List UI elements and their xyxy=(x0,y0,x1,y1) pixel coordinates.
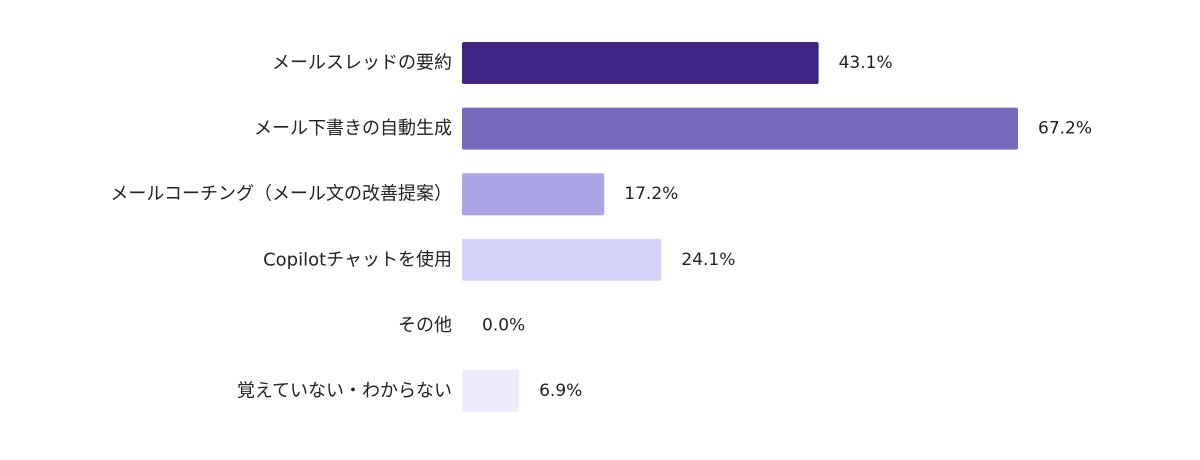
bar xyxy=(462,107,1018,150)
value-label: 43.1% xyxy=(839,53,893,73)
bar xyxy=(462,42,819,84)
bars-layer xyxy=(462,42,1018,412)
value-label: 17.2% xyxy=(624,184,678,204)
value-label: 67.2% xyxy=(1038,119,1092,139)
value-label: 24.1% xyxy=(681,250,735,270)
bar xyxy=(462,370,520,412)
category-label: その他 xyxy=(398,315,452,336)
category-label: メールスレッドの要約 xyxy=(272,53,452,74)
value-label: 0.0% xyxy=(482,315,525,335)
category-label: 覚えていない・わからない xyxy=(237,381,452,402)
bar xyxy=(462,238,662,281)
category-label: メール下書きの自動生成 xyxy=(254,118,452,139)
category-label: Copilotチャットを使用 xyxy=(263,249,452,270)
category-label: メールコーチング（メール文の改善提案） xyxy=(110,184,452,205)
bar xyxy=(462,173,605,216)
value-labels: 43.1% 67.2% 17.2% 24.1% 0.0% 6.9% xyxy=(482,53,1092,401)
category-labels: メールスレッドの要約メール下書きの自動生成メールコーチング（メール文の改善提案）… xyxy=(110,53,452,402)
value-label: 6.9% xyxy=(539,381,582,401)
